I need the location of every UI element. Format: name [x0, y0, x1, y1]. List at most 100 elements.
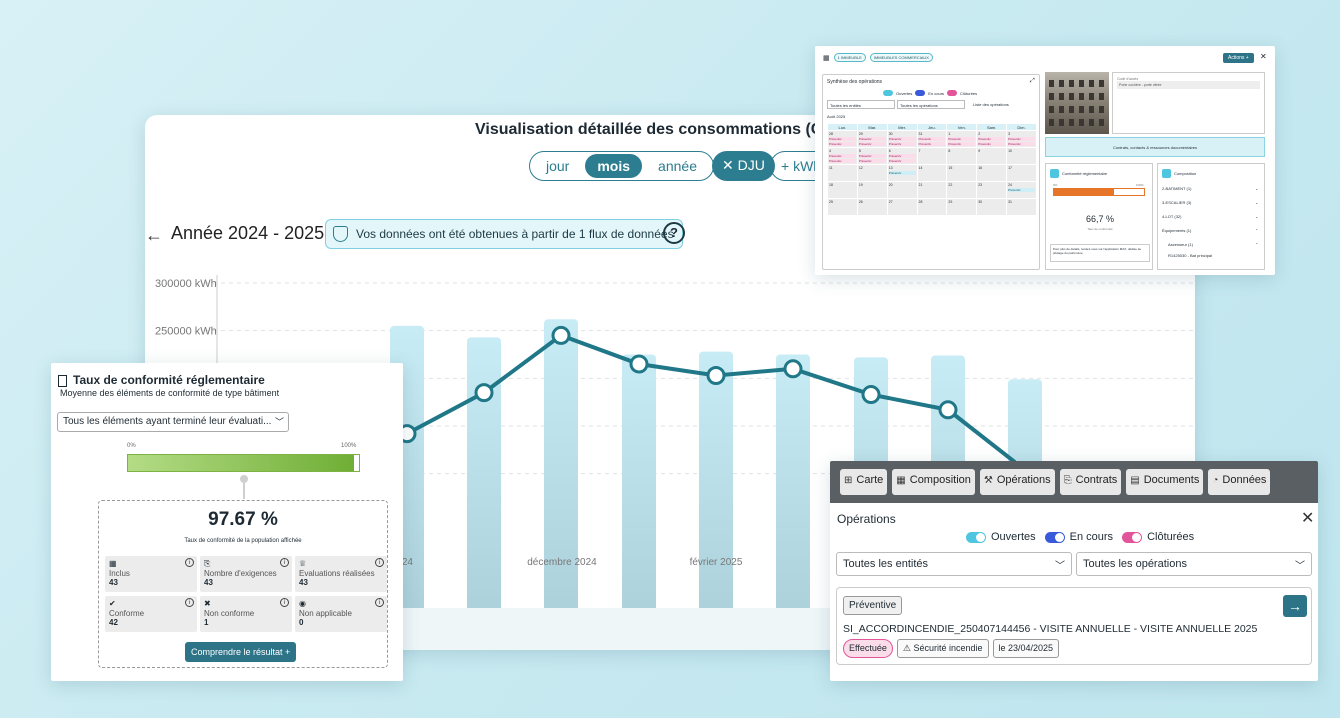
evaluation-filter-select[interactable]: Tous les éléments ayant terminé leur éva…: [57, 412, 289, 432]
calendar-day[interactable]: 21: [916, 181, 948, 199]
calendar-event[interactable]: Préventiv: [888, 159, 916, 163]
calendar-day[interactable]: 3 Préventiv Préventiv: [1006, 130, 1037, 148]
calendar-event[interactable]: Préventiv: [1008, 137, 1035, 141]
composition-item[interactable]: R1425030 - Bat principal: [1168, 253, 1212, 258]
line-point[interactable]: [706, 365, 726, 385]
calendar-day[interactable]: 11: [827, 164, 858, 182]
dju-toggle-button[interactable]: ✕ DJU: [712, 151, 775, 181]
calendar-day[interactable]: 1 Préventiv Préventiv: [946, 130, 978, 148]
calendar-day[interactable]: 22: [946, 181, 978, 199]
tab-documents[interactable]: ▤ Documents: [1126, 469, 1204, 495]
building-type-chip[interactable]: IMMEUBLES COMMERCIAUX: [869, 53, 933, 62]
toggle-open[interactable]: [883, 90, 893, 96]
calendar-event[interactable]: Préventiv: [858, 137, 886, 141]
status-toggle[interactable]: [1122, 531, 1143, 543]
calendar-day[interactable]: 16: [976, 164, 1008, 182]
calendar-event[interactable]: Préventiv: [978, 142, 1006, 146]
line-point[interactable]: [551, 325, 571, 345]
calendar-event[interactable]: Préventiv: [948, 137, 976, 141]
calendar-day[interactable]: 31 Préventiv Préventiv: [916, 130, 948, 148]
calendar-day[interactable]: 8: [946, 147, 978, 165]
line-point[interactable]: [783, 359, 803, 379]
calendar-day[interactable]: 5 Préventiv Préventiv: [856, 147, 888, 165]
composition-item[interactable]: 2-BATIMENT (1) ⌄: [1162, 186, 1258, 191]
composition-item[interactable]: Ascenseur (1) ⌃: [1168, 242, 1258, 247]
line-point[interactable]: [629, 354, 649, 374]
calendar-day[interactable]: 13 Préventiv: [886, 164, 918, 182]
calendar-day[interactable]: 30: [976, 198, 1008, 216]
composition-item[interactable]: 4-LOT (32) ⌄: [1162, 214, 1258, 219]
summary-operation-select[interactable]: Toutes les opérations: [897, 100, 965, 109]
calendar-event[interactable]: Préventiv: [888, 171, 916, 175]
calendar-day[interactable]: 25: [827, 198, 858, 216]
calendar-day[interactable]: 4 Préventiv Préventiv: [827, 147, 858, 165]
calendar-day[interactable]: 20: [886, 181, 918, 199]
info-icon[interactable]: i: [375, 598, 384, 607]
calendar-event[interactable]: Préventiv: [829, 137, 856, 141]
calendar-day[interactable]: 19: [856, 181, 888, 199]
building-chip[interactable]: 1 IMMEUBLE: [833, 53, 866, 62]
status-toggle[interactable]: [966, 531, 986, 543]
calendar-event[interactable]: Préventiv: [918, 137, 946, 141]
calendar-day[interactable]: 31: [1006, 198, 1037, 216]
expand-icon[interactable]: ⤢: [1030, 78, 1035, 84]
calendar-day[interactable]: 28: [916, 198, 948, 216]
calendar-day[interactable]: 12: [856, 164, 888, 182]
calendar-day[interactable]: 17: [1006, 164, 1037, 182]
close-icon[interactable]: ✕: [1260, 52, 1267, 61]
calendar-event[interactable]: Préventiv: [888, 142, 916, 146]
calendar-day[interactable]: 24 Préventiv: [1006, 181, 1037, 199]
calendar-day[interactable]: 15: [946, 164, 978, 182]
operation-card[interactable]: Préventive → SI_ACCORDINCENDIE_250407144…: [836, 587, 1312, 665]
open-operation-arrow-icon[interactable]: →: [1283, 595, 1307, 617]
tab-carte[interactable]: ⊞ Carte: [840, 469, 888, 495]
calendar-event[interactable]: Préventiv: [858, 159, 886, 163]
close-icon[interactable]: ✕: [1301, 510, 1315, 527]
calendar-day[interactable]: 23: [976, 181, 1008, 199]
calendar-day[interactable]: 27: [886, 198, 918, 216]
composition-item[interactable]: Équipements (1) ⌃: [1162, 228, 1258, 233]
understand-result-button[interactable]: Comprendre le résultat +: [185, 642, 297, 662]
line-point[interactable]: [861, 385, 881, 405]
calendar-day[interactable]: 26: [856, 198, 888, 216]
calendar-event[interactable]: Préventiv: [858, 142, 886, 146]
calendar-day[interactable]: 29 Préventiv Préventiv: [856, 130, 888, 148]
calendar-event[interactable]: Préventiv: [829, 154, 856, 158]
toggle-closed[interactable]: [947, 90, 958, 96]
help-icon[interactable]: ?: [663, 222, 685, 244]
period-year-button[interactable]: année: [658, 158, 697, 174]
calendar-day[interactable]: 14: [916, 164, 948, 182]
calendar-day[interactable]: 28 Préventiv Préventiv: [827, 130, 858, 148]
calendar-event[interactable]: Préventiv: [858, 154, 886, 158]
info-icon[interactable]: i: [280, 598, 289, 607]
calendar-day[interactable]: 30 Préventiv Préventiv: [886, 130, 918, 148]
tab-composition[interactable]: ▦ Composition: [892, 469, 975, 495]
calendar-event[interactable]: Préventiv: [888, 154, 916, 158]
entity-select[interactable]: Toutes les entités ﹀: [836, 552, 1072, 576]
info-icon[interactable]: i: [375, 558, 384, 567]
operation-type-select[interactable]: Toutes les opérations ﹀: [1076, 552, 1312, 576]
tab-contrats[interactable]: ⎘ Contrats: [1059, 469, 1122, 495]
toggle-in-progress[interactable]: [915, 90, 926, 96]
line-point[interactable]: [938, 400, 958, 420]
period-month-button[interactable]: mois: [585, 154, 643, 178]
calendar-day[interactable]: 7: [916, 147, 948, 165]
tab-données[interactable]: ◔ Données: [1208, 469, 1271, 495]
calendar-event[interactable]: Préventiv: [829, 159, 856, 163]
operations-list-button[interactable]: Liste des opérations: [973, 102, 1009, 107]
actions-button[interactable]: Actions +: [1223, 53, 1254, 63]
status-toggle[interactable]: [1044, 531, 1065, 543]
calendar-event[interactable]: Préventiv: [888, 137, 916, 141]
composition-item[interactable]: 3-ESCALIER (3) ⌄: [1162, 200, 1258, 205]
info-icon[interactable]: i: [185, 558, 194, 567]
contracts-resources-button[interactable]: Contrats, contacts & ressources document…: [1045, 137, 1265, 157]
calendar-event[interactable]: Préventiv: [1008, 142, 1035, 146]
line-point[interactable]: [474, 383, 494, 403]
info-icon[interactable]: i: [280, 558, 289, 567]
tab-opérations[interactable]: ⚒ Opérations: [979, 469, 1055, 495]
calendar-event[interactable]: Préventiv: [829, 142, 856, 146]
period-day-button[interactable]: jour: [546, 158, 570, 174]
calendar-day[interactable]: 10: [1006, 147, 1037, 165]
calendar-event[interactable]: Préventiv: [978, 137, 1006, 141]
calendar-day[interactable]: 6 Préventiv Préventiv: [886, 147, 918, 165]
